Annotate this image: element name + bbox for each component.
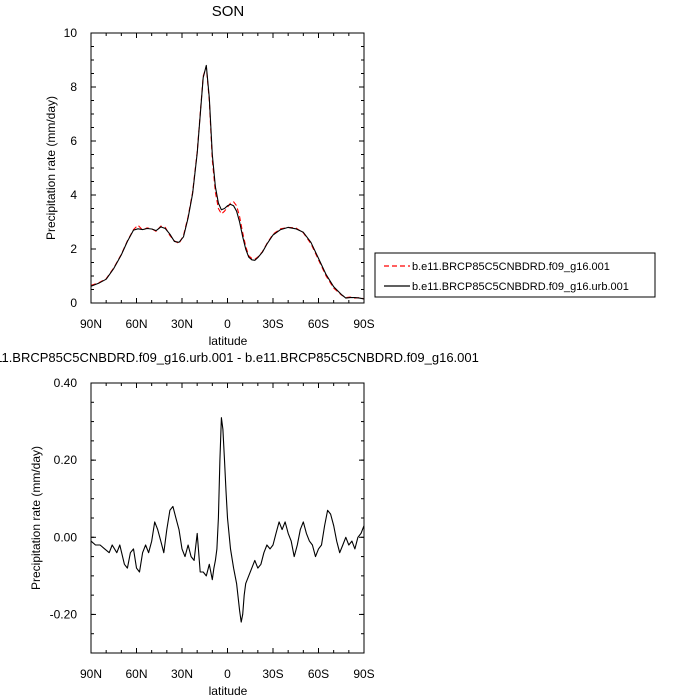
x-tick-label: 60S xyxy=(308,317,329,331)
x-tick-label: 90S xyxy=(353,317,374,331)
x-tick-label: 60N xyxy=(125,317,147,331)
y-tick-label: 0.40 xyxy=(54,376,78,390)
y-tick-label: 0 xyxy=(70,296,77,310)
x-axis-label: latitude xyxy=(209,334,248,348)
y-tick-label: 0.00 xyxy=(54,530,78,544)
y-tick-label: 8 xyxy=(70,80,77,94)
x-tick-label: 30N xyxy=(171,317,193,331)
panel-title: b.e11.BRCP85C5CNBDRD.f09_g16.urb.001 - b… xyxy=(0,350,479,365)
panel-title: SON xyxy=(212,3,245,20)
x-tick-label: 0 xyxy=(224,667,231,681)
x-tick-label: 30S xyxy=(262,317,283,331)
series-line-1 xyxy=(90,66,365,300)
x-tick-label: 90N xyxy=(80,317,102,331)
x-tick-label: 90S xyxy=(353,667,374,681)
x-tick-label: 60S xyxy=(308,667,329,681)
series-line-1 xyxy=(90,417,365,623)
x-axis-label: latitude xyxy=(209,684,248,698)
y-tick-label: 10 xyxy=(64,26,78,40)
legend-label-series-2: b.e11.BRCP85C5CNBDRD.f09_g16.urb.001 xyxy=(412,281,629,293)
series-line-2 xyxy=(90,64,365,300)
legend-label-series-1: b.e11.BRCP85C5CNBDRD.f09_g16.001 xyxy=(412,261,610,273)
difference-panel: b.e11.BRCP85C5CNBDRD.f09_g16.urb.001 - b… xyxy=(0,350,479,698)
legend-box xyxy=(374,252,656,298)
x-tick-label: 30S xyxy=(262,667,283,681)
y-tick-label: 6 xyxy=(70,134,77,148)
x-tick-label: 60N xyxy=(125,667,147,681)
legend: b.e11.BRCP85C5CNBDRD.f09_g16.001 b.e11.B… xyxy=(374,252,656,298)
mean-precipitation-panel: SON Precipitation rate (mm/day) latitude… xyxy=(44,3,375,348)
x-tick-label: 90N xyxy=(80,667,102,681)
y-axis-label: Precipitation rate (mm/day) xyxy=(29,446,43,590)
y-axis-label: Precipitation rate (mm/day) xyxy=(44,96,58,240)
plot-frame xyxy=(90,32,365,304)
y-tick-label: -0.20 xyxy=(50,607,78,621)
y-tick-label: 0.20 xyxy=(54,453,78,467)
y-tick-label: 2 xyxy=(70,242,77,256)
x-tick-label: 0 xyxy=(224,317,231,331)
x-tick-label: 30N xyxy=(171,667,193,681)
y-tick-label: 4 xyxy=(70,188,77,202)
plot-frame xyxy=(90,382,365,654)
